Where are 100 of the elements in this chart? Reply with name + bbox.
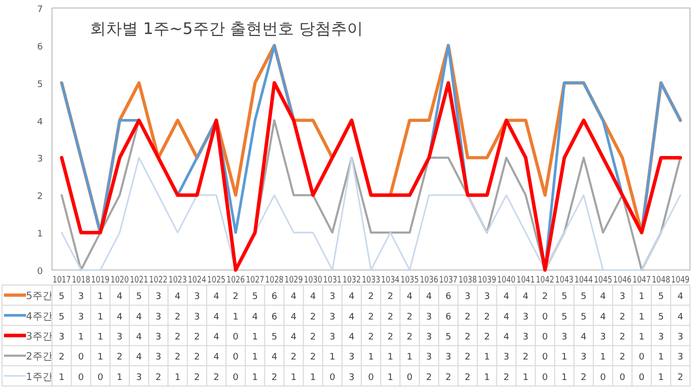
data-label: 5: [445, 332, 452, 342]
data-label: 4: [213, 332, 220, 342]
data-label: 4: [348, 312, 355, 322]
data-label: 0: [619, 372, 626, 383]
data-label: 4: [406, 292, 413, 302]
y-tick-label: 3: [37, 154, 43, 165]
data-label: 2: [619, 332, 626, 342]
data-label: 2: [464, 312, 471, 322]
legend-label: 1주간: [26, 372, 52, 383]
legend-label: 3주간: [26, 332, 52, 342]
data-label: 4: [580, 332, 587, 342]
data-label: 4: [503, 332, 510, 342]
data-label: 2: [484, 332, 490, 342]
data-label: 1: [368, 352, 374, 363]
data-label: 0: [542, 332, 548, 342]
data-label: 3: [329, 312, 336, 322]
data-label: 2: [271, 372, 278, 383]
data-label: 1: [58, 372, 65, 383]
data-label: 2: [310, 332, 316, 342]
legend-label: 5주간: [26, 291, 52, 302]
data-label: 2: [310, 312, 316, 322]
data-label: 1: [600, 352, 606, 363]
data-label: 1: [97, 332, 104, 342]
data-label: 4: [213, 312, 220, 322]
data-label: 1: [638, 332, 645, 342]
data-label: 5: [580, 312, 587, 322]
data-label: 5: [561, 292, 568, 302]
data-label: 0: [638, 352, 645, 363]
data-label: 0: [600, 372, 606, 383]
y-tick-label: 6: [37, 42, 44, 52]
data-label: 0: [329, 372, 336, 383]
y-tick-label: 4: [37, 117, 44, 128]
data-label: 2: [155, 372, 162, 383]
data-label: 3: [78, 312, 84, 322]
data-label: 2: [464, 352, 471, 363]
data-label: 1: [387, 372, 394, 383]
data-label: 4: [290, 312, 297, 322]
data-label: 0: [542, 352, 548, 363]
data-label: 2: [368, 292, 374, 302]
data-label: 0: [406, 372, 413, 383]
data-label: 0: [97, 372, 104, 383]
data-label: 4: [677, 312, 684, 322]
data-label: 2: [194, 372, 200, 383]
data-label: 3: [329, 292, 336, 302]
data-label: 3: [426, 312, 432, 322]
data-label: 2: [619, 352, 626, 363]
data-label: 1: [658, 352, 664, 363]
data-label: 3: [194, 312, 200, 322]
data-label: 2: [503, 372, 510, 383]
data-label: 2: [387, 292, 394, 302]
data-label: 1: [484, 372, 490, 383]
data-label: 2: [368, 332, 374, 342]
data-label: 3: [348, 352, 355, 363]
data-label: 1: [522, 372, 529, 383]
data-label: 0: [232, 352, 239, 363]
data-label: 3: [426, 352, 432, 363]
data-label: 2: [174, 312, 181, 322]
data-label: 2: [387, 332, 394, 342]
data-label: 2: [174, 332, 181, 342]
data-label: 2: [194, 332, 200, 342]
data-label: 2: [542, 292, 548, 302]
data-label: 4: [116, 292, 123, 302]
data-label: 5: [658, 292, 664, 302]
data-label: 2: [522, 352, 529, 363]
x-tick-label: 1049: [671, 276, 694, 286]
data-label: 2: [445, 372, 452, 383]
data-label: 3: [155, 292, 162, 302]
data-label: 5: [252, 292, 258, 302]
data-label: 4: [426, 292, 432, 302]
data-label: 2: [58, 352, 65, 363]
data-label: 5: [58, 312, 65, 322]
data-label: 2: [116, 352, 123, 363]
y-tick-label: 0: [37, 267, 44, 277]
data-label: 3: [600, 332, 606, 342]
text: 회차별 1주~5주간 출현번호 당첨추이: [90, 19, 364, 38]
data-label: 1: [387, 352, 394, 363]
data-label: 1: [329, 352, 336, 363]
data-label: 4: [503, 292, 510, 302]
data-label: 2: [580, 372, 587, 383]
data-label: 0: [542, 372, 548, 383]
data-label: 4: [290, 292, 297, 302]
data-label: 4: [213, 292, 220, 302]
data-label: 3: [136, 372, 142, 383]
data-label: 5: [561, 312, 568, 322]
data-label: 6: [445, 312, 452, 322]
data-label: 4: [348, 332, 355, 342]
y-tick-label: 1: [37, 230, 43, 240]
data-label: 3: [194, 292, 200, 302]
data-label: 6: [445, 292, 452, 302]
data-label: 3: [116, 332, 123, 342]
data-label: 3: [58, 332, 65, 342]
data-label: 3: [677, 332, 684, 342]
data-label: 1: [97, 292, 104, 302]
data-label: 2: [677, 372, 684, 383]
data-label: 3: [522, 332, 529, 342]
data-label: 3: [464, 292, 471, 302]
data-label: 1: [97, 352, 104, 363]
data-label: 3: [155, 332, 162, 342]
data-label: 6: [271, 312, 278, 322]
data-label: 3: [580, 352, 587, 363]
